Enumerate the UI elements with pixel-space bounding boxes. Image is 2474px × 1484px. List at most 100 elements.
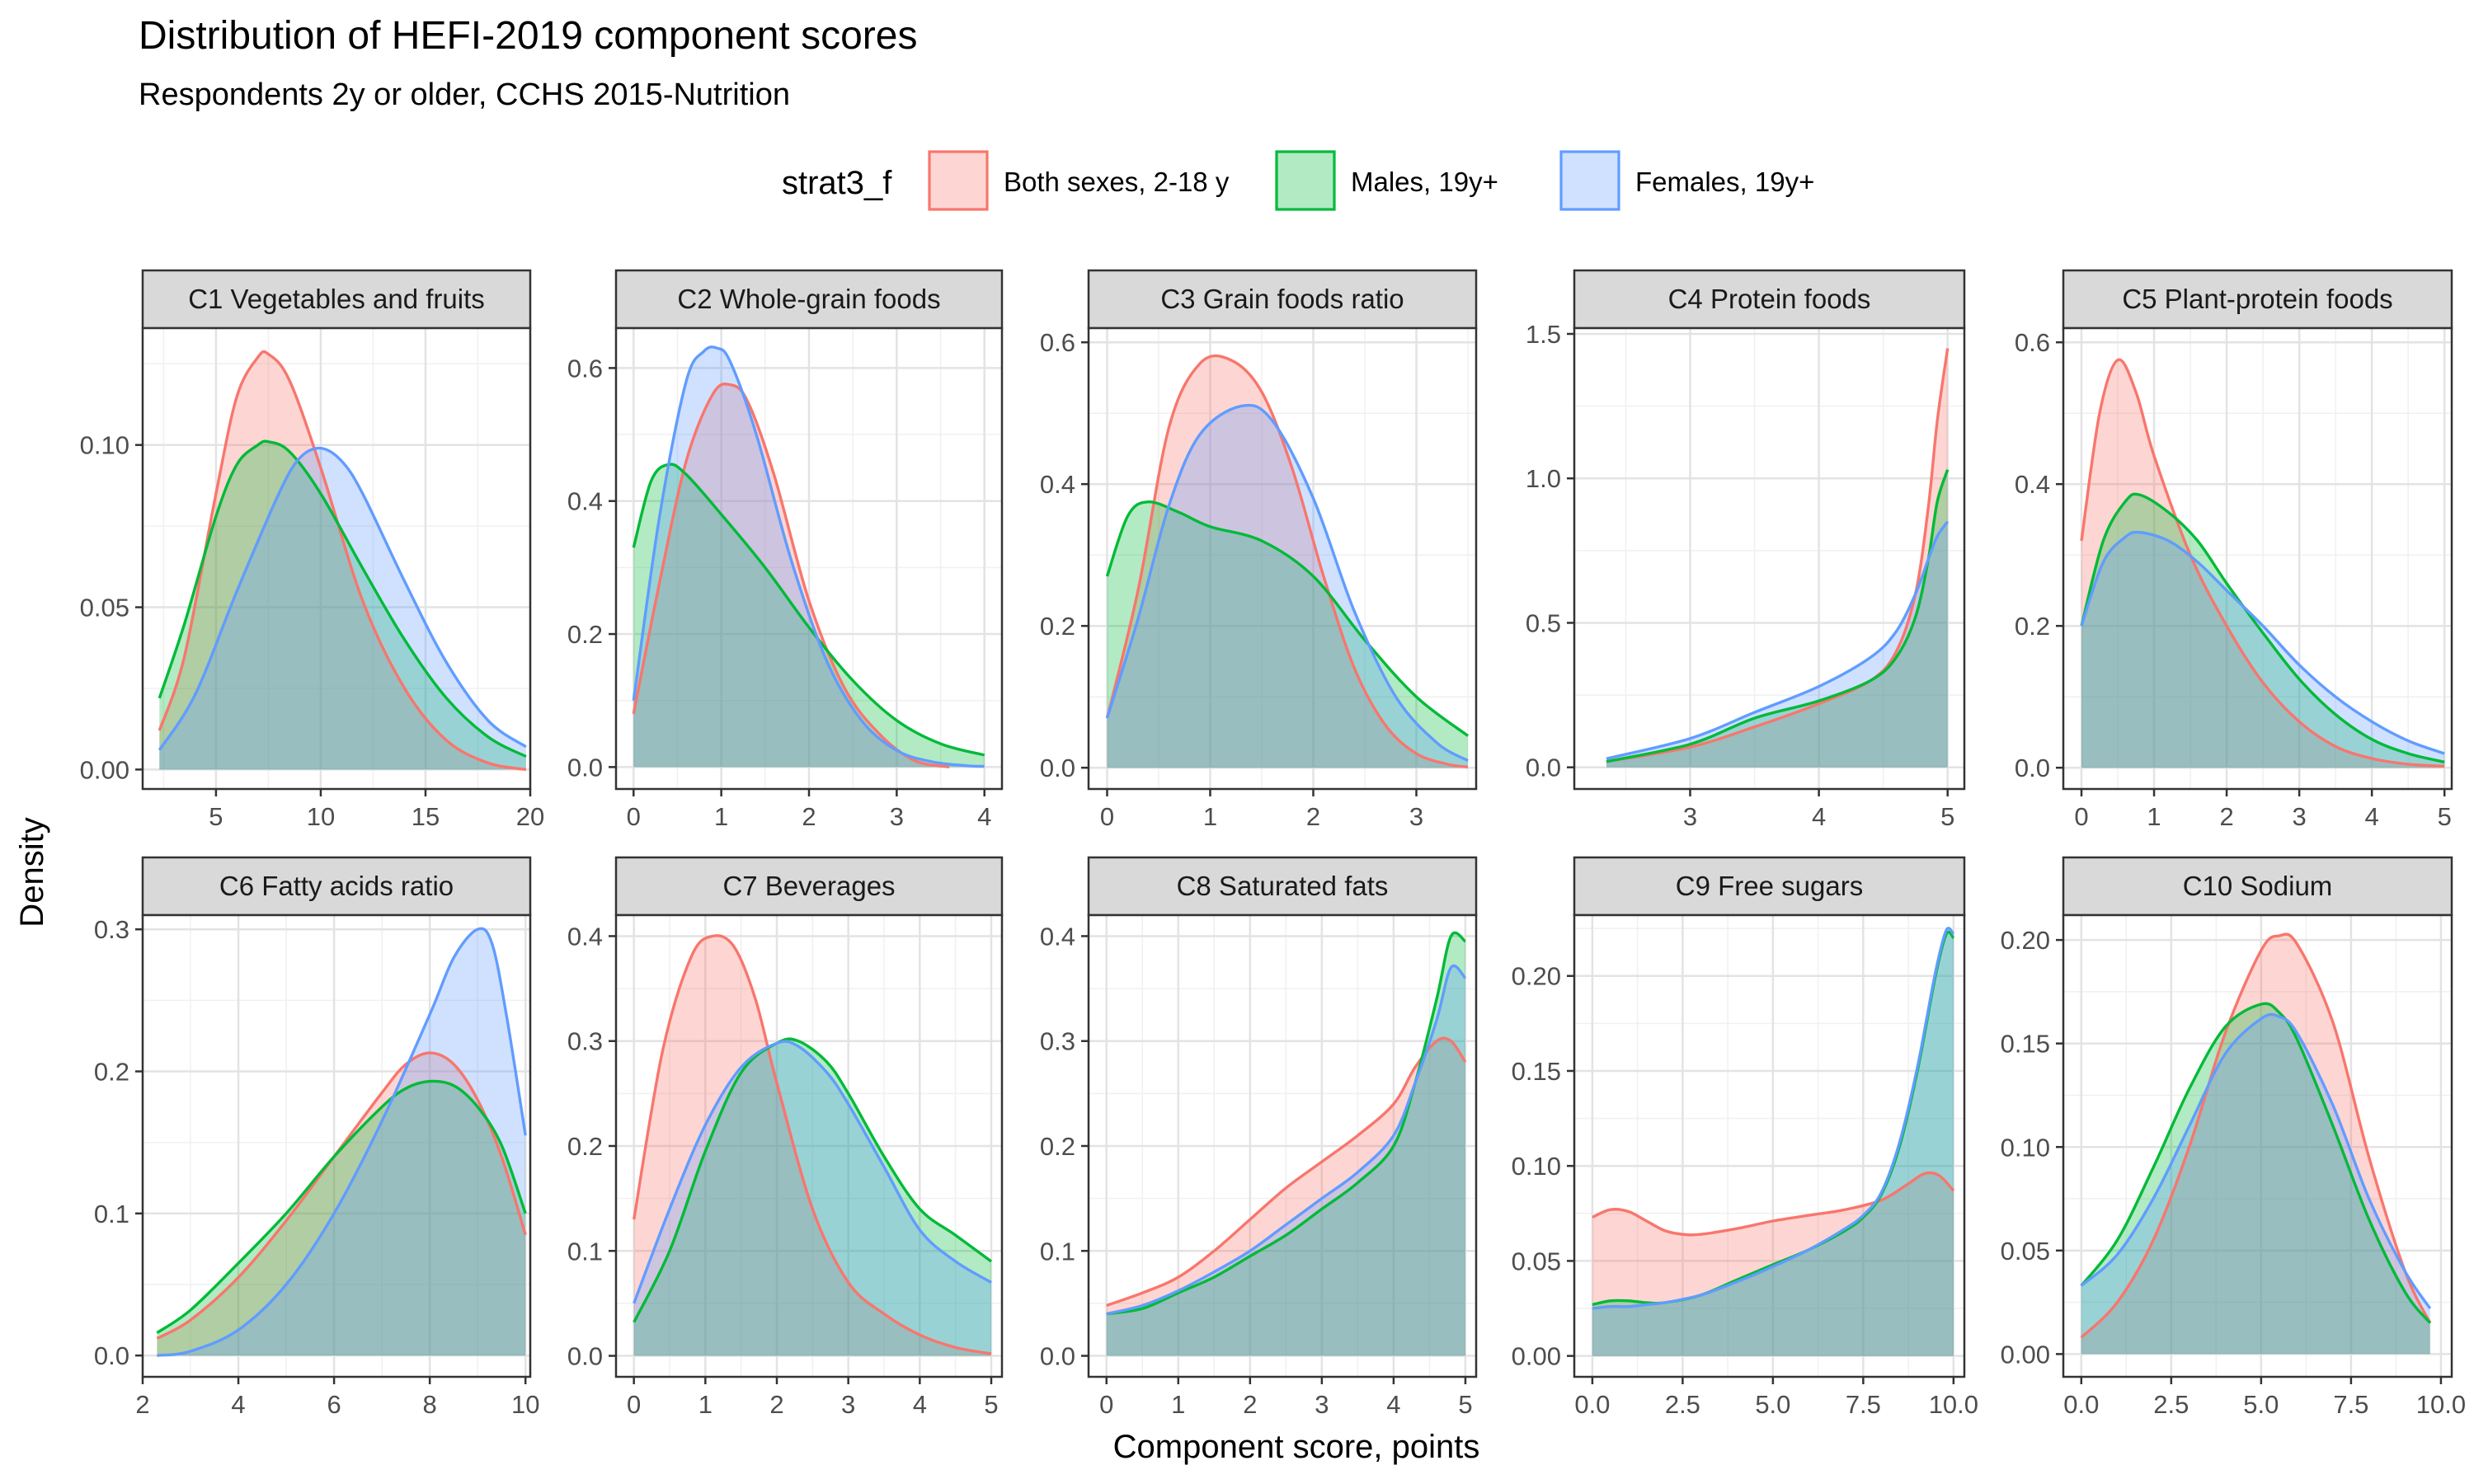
y-tick-label: 0.15: [1512, 1057, 1561, 1086]
density-area-both-sexes-2-18-y: [157, 1053, 526, 1356]
y-tick-label: 0.3: [567, 1027, 603, 1056]
x-tick-label: 1: [1203, 802, 1217, 831]
y-tick-label: 0.05: [2001, 1237, 2050, 1266]
density-line-females-19y: [2080, 530, 2445, 755]
panel-border: [141, 326, 532, 791]
x-tick-label: 8: [423, 1390, 437, 1419]
density-area-females-19y: [159, 448, 526, 770]
legend-label: Females, 19y+: [1635, 167, 1814, 197]
facet-label: C1 Vegetables and fruits: [188, 284, 485, 314]
y-tick-label: 0.0: [1040, 1342, 1075, 1371]
axes: 0 1 2 3 4 0.0 0.2 0.4 0.6: [567, 354, 991, 831]
x-tick-label: 10: [307, 802, 335, 831]
y-tick-label: 0.2: [1040, 1132, 1075, 1161]
x-tick-label: 2: [1306, 802, 1320, 831]
density-line-females-19y: [1106, 964, 1467, 1316]
series-group: [1105, 354, 1470, 768]
density-line-both-sexes-2-18-y: [1592, 1171, 1955, 1237]
legend-label: Males, 19y+: [1351, 167, 1498, 197]
gridlines: [143, 915, 530, 1377]
x-tick-label: 5: [209, 802, 223, 831]
plot-background: [2063, 328, 2452, 789]
x-tick-label: 2: [135, 1390, 149, 1419]
axes: 5 10 15 20 0.00 0.05 0.10: [80, 431, 545, 831]
series-group: [158, 350, 527, 772]
facet-strip: [141, 856, 532, 917]
plot-background: [143, 328, 530, 789]
density-line-males-19y: [1106, 931, 1466, 1316]
density-line-males-19y: [1606, 469, 1950, 763]
panel-4: C4 Protein foods 3 4 5 0.0 0.5 1.0 1.5: [1526, 269, 1966, 831]
facet-label: C5 Plant-protein foods: [2122, 284, 2392, 314]
x-tick-label: 3: [890, 802, 904, 831]
legend-item-males-19y: Males, 19y+: [1275, 150, 1498, 211]
y-tick-label: 0.10: [2001, 1133, 2050, 1162]
density-line-females-19y: [1606, 520, 1950, 760]
density-line-females-19y: [2080, 1012, 2432, 1310]
legend-key: [928, 150, 989, 211]
density-area-males-19y: [2081, 1003, 2430, 1355]
facet-label: C7 Beverages: [722, 871, 895, 901]
axes: 0 1 2 3 4 5 0.0 0.2 0.4 0.6: [2015, 328, 2452, 831]
x-tick-label: 2: [769, 1390, 783, 1419]
facet-strip: [2062, 856, 2453, 917]
series-group: [632, 345, 985, 769]
facet-label: C2 Whole-grain foods: [677, 284, 940, 314]
density-area-females-19y: [2081, 532, 2445, 768]
legend-key: [1275, 150, 1336, 211]
panel-2: C2 Whole-grain foods 0 1 2 3 4 0.0 0.2 0.4 0.6: [567, 269, 1004, 831]
facet-label: C6 Fatty acids ratio: [219, 871, 454, 901]
density-area-both-sexes-2-18-y: [2081, 359, 2445, 768]
y-tick-label: 0.1: [567, 1237, 603, 1266]
y-tick-label: 0.2: [2015, 612, 2050, 641]
density-line-males-19y: [2080, 492, 2445, 763]
density-line-females-19y: [1592, 927, 1955, 1310]
density-line-males-19y: [2080, 1002, 2432, 1324]
x-tick-label: 0.0: [1574, 1390, 1610, 1419]
panel-border: [1087, 326, 1478, 791]
y-tick-label: 0.2: [567, 1132, 603, 1161]
y-tick-label: 0.00: [1512, 1342, 1561, 1371]
facet-label: C10 Sodium: [2183, 871, 2333, 901]
density-area-females-19y: [633, 1041, 991, 1356]
x-tick-label: 0: [1099, 1390, 1113, 1419]
x-tick-label: 3: [841, 1390, 855, 1419]
density-line-both-sexes-2-18-y: [1606, 348, 1950, 763]
facet-strip: [1573, 856, 1966, 917]
panel-1: C1 Vegetables and fruits 5 10 15 20 0.00 0.05 0…: [80, 269, 545, 831]
x-tick-label: 5: [984, 1390, 998, 1419]
panel-6: C6 Fatty acids ratio 2 4 6 8 10 0.0 0.1 0.2 0.3: [94, 856, 539, 1419]
panel-8: C8 Saturated fats 0 1 2 3 4 5 0.0 0.1 0.2 0.3 0.4: [1040, 856, 1478, 1419]
y-tick-label: 0.0: [94, 1341, 129, 1370]
y-tick-label: 0.10: [80, 431, 129, 460]
density-line-females-19y: [1105, 403, 1469, 763]
x-tick-label: 4: [1812, 802, 1826, 831]
facet-strip: [614, 856, 1004, 917]
y-tick-label: 0.4: [1040, 922, 1075, 951]
gridlines: [1574, 915, 1964, 1377]
panel-5: C5 Plant-protein foods 0 1 2 3 4 5 0.0 0.2 0.4 0.6: [2015, 269, 2453, 831]
chart-subtitle: Respondents 2y or older, CCHS 2015-Nutri…: [139, 77, 790, 112]
density-area-males-19y: [159, 441, 526, 770]
facet-strip: [141, 269, 532, 330]
plot-background: [143, 915, 530, 1377]
legend-title: strat3_f: [782, 165, 892, 201]
x-tick-label: 5.0: [1755, 1390, 1790, 1419]
y-tick-label: 0.3: [1040, 1027, 1075, 1056]
density-area-females-19y: [1107, 405, 1468, 768]
x-tick-label: 1: [698, 1390, 713, 1419]
x-tick-label: 15: [412, 802, 440, 831]
axes: 0 1 2 3 4 5 0.0 0.1 0.2 0.3 0.4: [567, 922, 999, 1419]
panel-border: [141, 913, 532, 1378]
x-tick-label: 4: [913, 1390, 927, 1419]
density-line-both-sexes-2-18-y: [158, 350, 527, 772]
x-tick-label: 5: [1940, 802, 1954, 831]
facet-strip: [614, 269, 1004, 330]
y-tick-label: 0.20: [2001, 926, 2050, 955]
density-line-females-19y: [157, 927, 527, 1357]
panel-border: [2062, 913, 2453, 1378]
density-area-both-sexes-2-18-y: [159, 351, 526, 770]
axes: 0 1 2 3 0.0 0.2 0.4 0.6: [1040, 328, 1423, 831]
y-tick-label: 0.4: [2015, 470, 2050, 499]
y-tick-label: 0.05: [1512, 1247, 1561, 1275]
